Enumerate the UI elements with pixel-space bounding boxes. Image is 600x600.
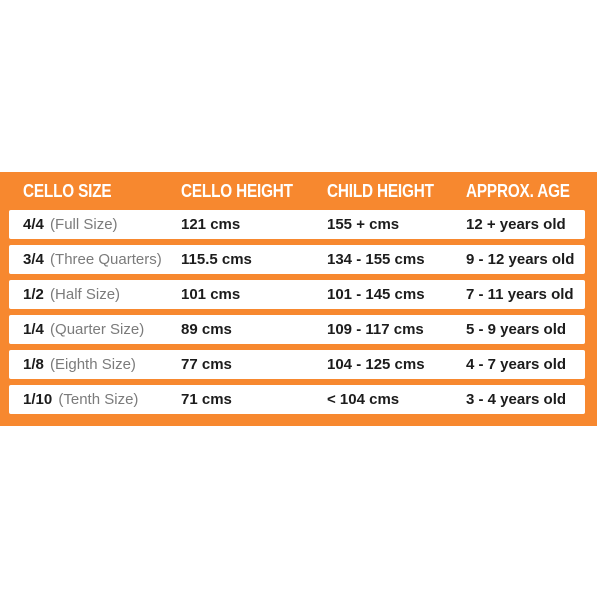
table-header-row: CELLO SIZE CELLO HEIGHT CHILD HEIGHT APP… <box>0 172 597 210</box>
table-row: 1/2 (Half Size) 101 cms 101 - 145 cms 7 … <box>9 280 585 309</box>
table-row: 3/4 (Three Quarters) 115.5 cms 134 - 155… <box>9 245 585 274</box>
table-row: 1/10 (Tenth Size) 71 cms < 104 cms 3 - 4… <box>9 385 585 414</box>
header-approx-age: APPROX. AGE <box>466 181 597 202</box>
cell-cello-size: 1/8 (Eighth Size) <box>23 356 181 373</box>
cello-size-note: (Quarter Size) <box>50 321 145 338</box>
cello-size-value: 1/10 <box>23 391 53 408</box>
cello-size-note: (Full Size) <box>50 216 118 233</box>
table-row: 1/8 (Eighth Size) 77 cms 104 - 125 cms 4… <box>9 350 585 379</box>
cell-approx-age: 3 - 4 years old <box>466 391 567 408</box>
cell-child-height: 155 + cms <box>327 216 400 233</box>
cell-approx-age: 4 - 7 years old <box>466 356 567 373</box>
header-cello-height: CELLO HEIGHT <box>181 181 327 202</box>
cell-child-height: 109 - 117 cms <box>327 321 424 338</box>
table-row: 4/4 (Full Size) 121 cms 155 + cms 12 + y… <box>9 210 585 239</box>
table-row: 1/4 (Quarter Size) 89 cms 109 - 117 cms … <box>9 315 585 344</box>
cell-cello-height: 89 cms <box>181 321 232 338</box>
cell-child-height: < 104 cms <box>327 391 400 408</box>
cell-cello-height: 101 cms <box>181 286 241 303</box>
cell-approx-age: 5 - 9 years old <box>466 321 567 338</box>
cell-child-height: 104 - 125 cms <box>327 356 425 373</box>
cello-size-value: 3/4 <box>23 251 44 268</box>
cell-cello-size: 1/2 (Half Size) <box>23 286 181 303</box>
cell-cello-size: 1/4 (Quarter Size) <box>23 321 181 338</box>
cell-cello-height: 121 cms <box>181 216 241 233</box>
header-approx-age-label: APPROX. AGE <box>466 180 570 201</box>
cello-size-note: (Eighth Size) <box>50 356 136 373</box>
header-cello-height-label: CELLO HEIGHT <box>181 180 293 201</box>
cello-size-note: (Three Quarters) <box>50 251 162 268</box>
cell-approx-age: 9 - 12 years old <box>466 251 575 268</box>
cello-size-value: 1/4 <box>23 321 44 338</box>
cell-approx-age: 12 + years old <box>466 216 566 233</box>
cello-size-note: (Tenth Size) <box>58 391 139 408</box>
cello-size-value: 4/4 <box>23 216 44 233</box>
cell-child-height: 134 - 155 cms <box>327 251 425 268</box>
cell-cello-size: 1/10 (Tenth Size) <box>23 391 181 408</box>
header-cello-size-label: CELLO SIZE <box>23 180 112 201</box>
cello-size-value: 1/8 <box>23 356 44 373</box>
cell-cello-height: 71 cms <box>181 391 232 408</box>
header-child-height: CHILD HEIGHT <box>327 181 466 202</box>
cell-cello-size: 4/4 (Full Size) <box>23 216 181 233</box>
cell-child-height: 101 - 145 cms <box>327 286 425 303</box>
cello-size-chart-table: CELLO SIZE CELLO HEIGHT CHILD HEIGHT APP… <box>0 172 597 426</box>
cell-cello-height: 115.5 cms <box>181 251 252 268</box>
cell-approx-age: 7 - 11 years old <box>466 286 574 303</box>
cell-cello-height: 77 cms <box>181 356 232 373</box>
cello-size-note: (Half Size) <box>50 286 121 303</box>
cell-cello-size: 3/4 (Three Quarters) <box>23 251 181 268</box>
header-child-height-label: CHILD HEIGHT <box>327 180 434 201</box>
header-cello-size: CELLO SIZE <box>23 181 181 202</box>
cello-size-value: 1/2 <box>23 286 44 303</box>
